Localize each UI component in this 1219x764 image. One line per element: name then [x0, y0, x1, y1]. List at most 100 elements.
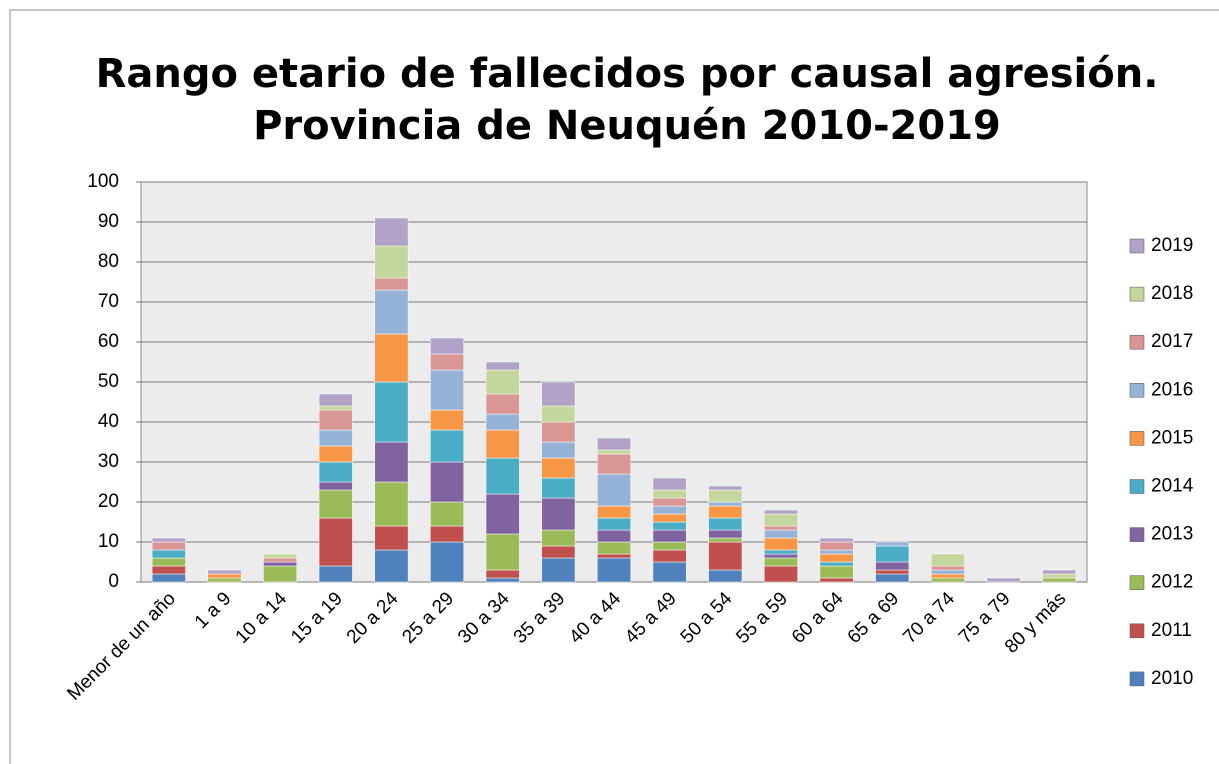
- bar-segment: [374, 217, 409, 247]
- bar-segment: [930, 565, 965, 571]
- y-tick-label: 10: [98, 531, 119, 552]
- bar-segment: [708, 517, 743, 531]
- bar-segment: [597, 541, 631, 555]
- bar-segment: [597, 517, 631, 531]
- bar-segment: [374, 245, 409, 279]
- bar-segment: [207, 573, 242, 579]
- legend-swatch: [1129, 286, 1145, 302]
- legend-label: 2013: [1151, 524, 1193, 545]
- legend-swatch: [1129, 671, 1145, 687]
- bar-segment: [986, 577, 1021, 583]
- bar-segment: [430, 461, 465, 503]
- legend-swatch: [1129, 623, 1145, 639]
- bar-segment: [652, 521, 687, 531]
- bar-segment: [708, 505, 743, 519]
- bar-segment: [318, 481, 353, 491]
- bar-segment: [485, 361, 520, 371]
- legend-swatch: [1129, 527, 1145, 542]
- bar-segment: [708, 541, 743, 571]
- bar-segment: [151, 565, 186, 575]
- bar-segment: [652, 561, 687, 583]
- bar-segment: [708, 501, 743, 507]
- bar-segment: [1042, 569, 1077, 575]
- bar-segment: [819, 561, 854, 567]
- bar-segment: [763, 537, 798, 551]
- bar-segment: [485, 569, 520, 579]
- bar-segment: [652, 505, 687, 515]
- bar-segment: [930, 553, 965, 567]
- bar-segment: [263, 557, 298, 563]
- bar-segment: [374, 481, 409, 527]
- bar-segment: [318, 409, 353, 431]
- bar-segment: [374, 381, 409, 443]
- bar-segment: [930, 577, 965, 583]
- bar-segment: [819, 537, 854, 543]
- bar-segment: [597, 553, 631, 559]
- bar-segment: [597, 437, 631, 451]
- bar-segment: [763, 557, 798, 567]
- bar-segment: [597, 449, 631, 455]
- chart-title: Rango etario de fallecidos por causal ag…: [96, 51, 1159, 97]
- legend-swatch: [1129, 431, 1145, 446]
- bar-segment: [430, 525, 465, 543]
- bar-segment: [541, 381, 576, 407]
- bar-segment: [318, 489, 353, 519]
- chart-title: Provincia de Neuquén 2010-2019: [253, 103, 1001, 149]
- bar-segment: [318, 565, 353, 583]
- bar-segment: [485, 393, 520, 415]
- legend-swatch: [1129, 238, 1145, 254]
- legend-label: 2014: [1151, 476, 1194, 497]
- bar-segment: [708, 569, 743, 583]
- bar-segment: [652, 477, 687, 491]
- bar-segment: [1042, 573, 1077, 579]
- legend-label: 2010: [1151, 668, 1193, 689]
- bar-segment: [318, 429, 353, 447]
- legend-label: 2018: [1151, 283, 1193, 304]
- bar-segment: [541, 545, 576, 559]
- bar-segment: [318, 461, 353, 483]
- bar-segment: [875, 541, 910, 547]
- bar-segment: [485, 369, 520, 395]
- bar-segment: [318, 445, 353, 463]
- bar-segment: [708, 529, 743, 539]
- bar-segment: [430, 353, 465, 371]
- bar-segment: [430, 501, 465, 527]
- bar-segment: [597, 557, 631, 583]
- bar-segment: [652, 497, 687, 507]
- bar-segment: [597, 529, 631, 543]
- legend-label: 2015: [1151, 427, 1193, 448]
- bar-segment: [763, 553, 798, 559]
- bar-segment: [151, 541, 186, 551]
- bar-segment: [485, 429, 520, 459]
- bar-segment: [263, 553, 298, 559]
- bar-segment: [541, 441, 576, 459]
- bar-segment: [374, 525, 409, 551]
- bar-segment: [763, 525, 798, 531]
- bar-segment: [151, 537, 186, 543]
- bar-segment: [708, 485, 743, 491]
- bar-segment: [374, 441, 409, 483]
- bar-segment: [151, 557, 186, 567]
- bar-segment: [485, 533, 520, 571]
- legend-label: 2011: [1151, 620, 1192, 641]
- bar-segment: [819, 553, 854, 563]
- bar-segment: [207, 569, 242, 575]
- bar-segment: [819, 541, 854, 551]
- bar-segment: [875, 569, 910, 575]
- bar-segment: [763, 513, 798, 527]
- bar-segment: [541, 529, 576, 547]
- bar-segment: [708, 489, 743, 503]
- bar-segment: [318, 517, 353, 567]
- bar-segment: [541, 477, 576, 499]
- bar-segment: [652, 513, 687, 523]
- y-tick-label: 40: [98, 411, 119, 432]
- bar-segment: [485, 493, 520, 535]
- legend-label: 2017: [1151, 331, 1193, 352]
- y-tick-label: 20: [98, 491, 119, 512]
- y-tick-label: 50: [98, 371, 119, 392]
- bar-segment: [652, 549, 687, 563]
- bar-segment: [151, 549, 186, 559]
- bar-segment: [541, 421, 576, 443]
- bar-segment: [207, 577, 242, 583]
